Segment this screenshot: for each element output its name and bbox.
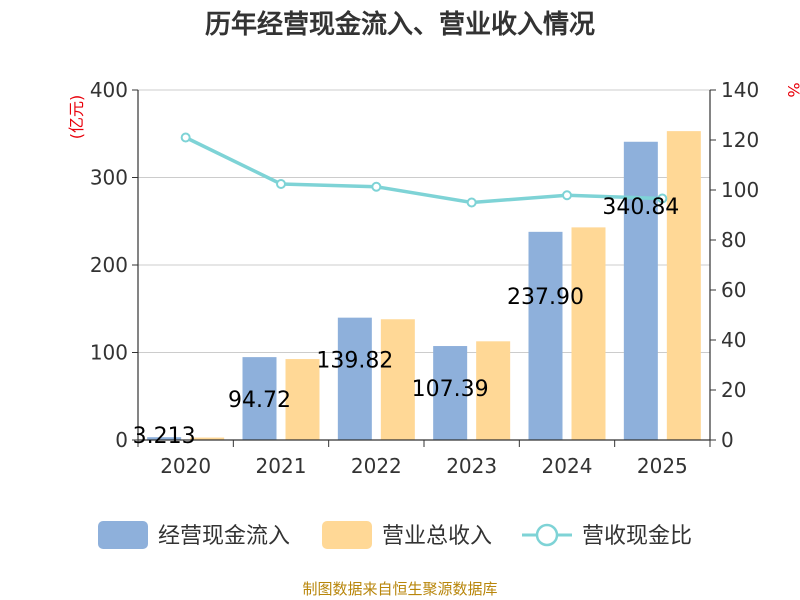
legend-swatch-cash-inflow[interactable] (98, 521, 148, 549)
bars (147, 131, 701, 440)
ratio-point-2020[interactable] (180, 132, 191, 143)
ratio-line-segment-2020 (184, 135, 282, 186)
bar-value-label: 237.90 (507, 285, 584, 310)
y-right-tick-label: 120 (721, 128, 759, 152)
ratio-point[interactable] (562, 190, 572, 201)
bar-value-label: 139.82 (316, 349, 393, 374)
bar-revenue-2025[interactable] (666, 131, 701, 440)
chart-title: 历年经营现金流入、营业收入情况 (205, 9, 595, 40)
bar-revenue-2022[interactable] (380, 319, 415, 440)
bar-revenue-2020[interactable] (190, 437, 225, 440)
y-right-tick-label: 40 (721, 328, 746, 352)
grid-lines (138, 89, 710, 353)
bar-revenue-2024[interactable] (571, 227, 606, 440)
bar-cash-inflow-2025[interactable] (623, 141, 658, 440)
y-right-tick-label: 100 (721, 178, 759, 202)
x-tick-label: 2022 (351, 454, 402, 478)
y-left-tick-label: 100 (90, 341, 128, 365)
bar-value-label: 107.39 (412, 377, 489, 402)
y-left-tick-label: 300 (90, 166, 128, 190)
bar-cash-inflow-2020[interactable] (147, 437, 182, 440)
ratio-point[interactable] (371, 181, 382, 192)
legend-swatch-ratio-marker[interactable] (535, 523, 559, 547)
legend-label-revenue[interactable]: 营业总收入 (382, 524, 492, 549)
x-tick-label: 2021 (256, 454, 307, 478)
x-tick-label: 2024 (542, 454, 593, 478)
legend-label-ratio[interactable]: 营收现金比 (582, 524, 692, 549)
ratio-point[interactable] (466, 197, 477, 208)
y-right-tick-label: 0 (721, 428, 734, 452)
x-tick-label: 2025 (637, 454, 688, 478)
bar-cash-inflow-2022[interactable] (337, 317, 372, 440)
ratio-line (180, 132, 668, 208)
legend-label-cash-inflow[interactable]: 经营现金流入 (158, 524, 290, 549)
y-left-unit: (亿元) (67, 95, 86, 140)
y-right-tick-label: 60 (721, 278, 746, 302)
y-right-tick-label: 140 (721, 78, 759, 102)
bar-cash-inflow-2023[interactable] (433, 346, 468, 440)
y-left-tick-label: 0 (115, 428, 128, 452)
bar-value-label: 3.213 (133, 424, 196, 449)
y-left-tick-label: 400 (90, 78, 128, 102)
y-left-tick-label: 200 (90, 253, 128, 277)
ratio-point[interactable] (276, 179, 286, 189)
axes: 0 100 200 300 400 0 20 40 60 80 100 120 140 2020 2021 2… (90, 78, 759, 478)
bar-value-label: 94.72 (228, 388, 291, 413)
legend[interactable]: 经营现金流入 营业总收入 营收现金比 (98, 521, 692, 549)
source-note: 制图数据来自恒生聚源数据库 (302, 580, 497, 598)
bar-revenue-2021[interactable] (285, 359, 320, 440)
y-right-tick-label: 20 (721, 378, 746, 402)
bar-cash-inflow-2024[interactable] (528, 231, 563, 440)
x-tick-label: 2023 (446, 454, 497, 478)
data-labels: 3.213 94.72 139.82 107.39 237.90 340.84 (133, 195, 680, 449)
x-tick-label: 2020 (160, 454, 211, 478)
legend-swatch-revenue[interactable] (322, 521, 372, 549)
y-right-unit: % (784, 82, 800, 97)
ratio-point[interactable] (657, 193, 668, 204)
bar-cash-inflow-2021[interactable] (242, 357, 277, 440)
y-right-tick-label: 80 (721, 228, 746, 252)
bar-value-label: 340.84 (602, 195, 679, 220)
bar-revenue-2023[interactable] (476, 341, 511, 440)
